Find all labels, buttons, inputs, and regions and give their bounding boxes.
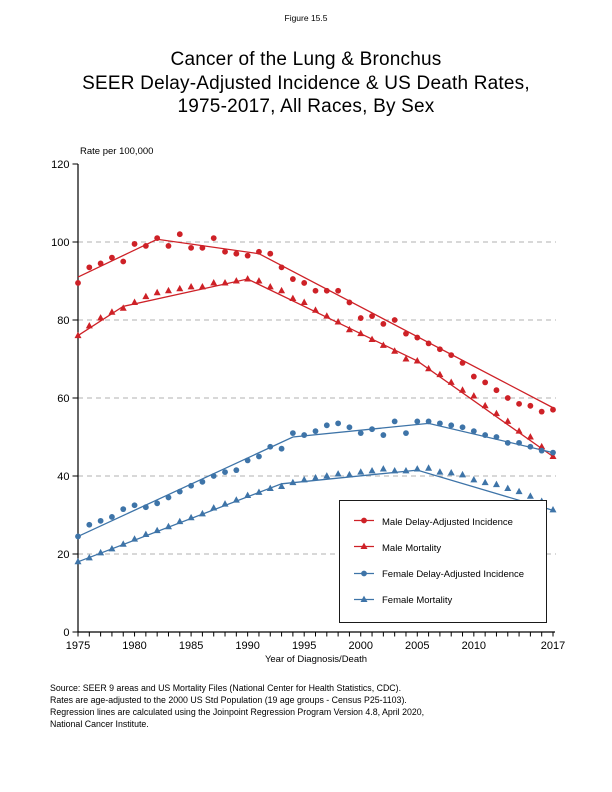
chart-title-line1: Cancer of the Lung & Bronchus bbox=[170, 49, 442, 70]
legend-item-female-mortality: Female Mortality bbox=[340, 592, 546, 610]
legend-label: Female Delay-Adjusted Incidence bbox=[382, 569, 525, 581]
x-tick-label: 1995 bbox=[292, 640, 316, 652]
x-tick-label: 2010 bbox=[462, 640, 486, 652]
legend-label: Female Mortality bbox=[382, 595, 453, 607]
female-mortality-marker-icon bbox=[353, 592, 375, 610]
legend-item-female-incidence: Female Delay-Adjusted Incidence bbox=[340, 566, 546, 584]
series-points bbox=[75, 418, 556, 540]
male-mortality-marker-icon bbox=[353, 539, 375, 557]
source-line: Regression lines are calculated using th… bbox=[50, 706, 425, 717]
source-line: National Cancer Institute. bbox=[50, 718, 149, 729]
y-tick-label: 0 bbox=[63, 627, 69, 639]
series-points bbox=[74, 275, 557, 459]
source-line: Source: SEER 9 areas and US Mortality Fi… bbox=[50, 683, 402, 693]
male-incidence-marker-icon bbox=[353, 513, 375, 531]
y-tick-label: 60 bbox=[57, 393, 69, 405]
x-tick-label: 1975 bbox=[66, 640, 90, 652]
legend-box: Male Delay-Adjusted Incidence Male Morta… bbox=[339, 500, 547, 623]
legend-item-male-mortality: Male Mortality bbox=[340, 539, 546, 557]
x-tick-label: 2005 bbox=[405, 640, 429, 652]
y-tick-label: 20 bbox=[57, 549, 69, 561]
x-axis-title: Year of Diagnosis/Death bbox=[264, 654, 368, 665]
x-tick-label: 1985 bbox=[179, 640, 203, 652]
y-tick-label: 40 bbox=[57, 471, 69, 483]
legend-item-male-incidence: Male Delay-Adjusted Incidence bbox=[340, 513, 546, 531]
legend-label: Male Mortality bbox=[382, 542, 442, 554]
chart-title: Cancer of the Lung & Bronchus SEER Delay… bbox=[0, 48, 612, 119]
series-points bbox=[74, 464, 557, 565]
chart-title-line3: 1975-2017, All Races, By Sex bbox=[177, 96, 435, 117]
y-tick-label: 80 bbox=[57, 315, 69, 327]
y-axis-title: Rate per 100,000 bbox=[80, 146, 154, 157]
y-tick-label: 100 bbox=[51, 237, 69, 249]
legend-label: Male Delay-Adjusted Incidence bbox=[382, 516, 513, 528]
chart-title-line2: SEER Delay-Adjusted Incidence & US Death… bbox=[82, 72, 530, 94]
y-tick-label: 120 bbox=[51, 159, 69, 171]
source-note: Source: SEER 9 areas and US Mortality Fi… bbox=[50, 683, 424, 731]
axes: 0 20 40 60 80 100 120 1975 1980 1985 1990 1995 2000 2… bbox=[51, 159, 565, 652]
x-tick-label: 2000 bbox=[348, 640, 372, 652]
series-points bbox=[75, 231, 556, 415]
source-line: Rates are age-adjusted to the 2000 US St… bbox=[50, 694, 407, 705]
x-tick-label: 1980 bbox=[122, 640, 146, 652]
x-tick-label: 1990 bbox=[235, 640, 259, 652]
x-tick-label: 2017 bbox=[541, 640, 565, 652]
female-incidence-marker-icon bbox=[353, 566, 375, 584]
figure-number-label: Figure 15.5 bbox=[284, 13, 328, 23]
